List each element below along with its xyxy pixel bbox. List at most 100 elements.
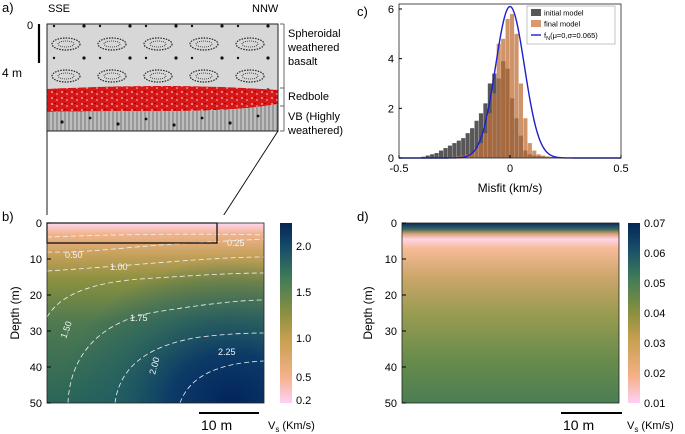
contour-label-175: 1.75 <box>130 313 148 323</box>
legend-final-model: final model <box>544 20 581 29</box>
panel-b-colorbar-label: Vs (Km/s) <box>268 420 315 434</box>
final-model-bar <box>501 38 506 158</box>
final-model-bar <box>478 143 484 158</box>
initial-model-bar <box>434 153 439 158</box>
final-model-bar <box>527 143 532 158</box>
panel-a: a) SSE NNW 0 4 m Spheroidal weathered ba… <box>2 0 343 215</box>
histogram-legend: initial model final model fN(μ=0,σ=0.065… <box>526 5 616 45</box>
contour-label-025: 0.25 <box>227 238 245 248</box>
svg-text:40: 40 <box>30 362 42 374</box>
svg-text:40: 40 <box>385 362 397 374</box>
final-model-bar <box>510 13 515 158</box>
svg-text:50: 50 <box>30 398 42 410</box>
panel-c-label: c) <box>357 4 368 19</box>
vb-dots <box>60 114 260 127</box>
depth-zero-label: 0 <box>27 20 33 32</box>
initial-model-bar <box>438 150 444 158</box>
final-model-bar <box>496 43 501 158</box>
final-model-bar <box>549 157 555 158</box>
svg-text:0.06: 0.06 <box>644 248 665 260</box>
svg-text:20: 20 <box>30 290 42 302</box>
contour-label-100: 1.00 <box>110 262 128 272</box>
vs-heatmap-deep-zone <box>47 223 264 403</box>
final-model-bar <box>532 150 537 158</box>
panel-b-colorbar <box>280 223 292 403</box>
legend-redbole: Redbole <box>288 91 329 103</box>
contour-label-200: 2.00 <box>147 356 161 376</box>
initial-model-bar <box>474 120 479 158</box>
svg-text:1.5: 1.5 <box>296 287 311 299</box>
final-model-bar <box>483 133 488 158</box>
legend-vb: VB (Highly weathered) <box>287 111 343 137</box>
y-tick-label: 6 <box>388 4 394 16</box>
final-model-bar <box>505 18 510 159</box>
initial-model-bar <box>425 155 430 158</box>
legend-swatch-initial <box>531 9 541 16</box>
contour-labels: 0.25 0.50 1.00 1.50 1.75 2.00 2.25 <box>58 238 244 376</box>
svg-text:0: 0 <box>391 218 397 230</box>
panel-a-label: a) <box>2 0 14 15</box>
panel-d-scalebar-label: 10 m <box>563 417 594 433</box>
panel-b-label: b) <box>2 209 14 224</box>
initial-model-bar <box>470 128 475 158</box>
svg-text:0.03: 0.03 <box>644 338 665 350</box>
zoom-line-right <box>223 130 279 215</box>
panel-d-yticks: 0 10 20 30 40 50 <box>385 218 406 410</box>
panel-b-yticks: 0 10 20 30 40 50 <box>30 218 51 410</box>
spheroidal-boulders <box>47 24 278 90</box>
histogram-bars <box>421 13 621 159</box>
final-model-bar <box>514 33 519 159</box>
initial-model-bar <box>430 154 435 158</box>
initial-model-bar <box>465 133 470 158</box>
highly-weathered-basalt-layer <box>47 104 278 131</box>
svg-text:0: 0 <box>36 218 42 230</box>
panel-b-scalebar-label: 10 m <box>201 417 232 433</box>
geological-section <box>46 23 279 132</box>
y-tick-label: 4 <box>388 54 394 66</box>
x-tick-label: 0.5 <box>613 163 628 175</box>
depth-scale-label: 4 m <box>2 66 22 80</box>
x-tick-label: -0.5 <box>390 163 409 175</box>
initial-model-bar <box>443 148 448 158</box>
vs-uncertainty-heatmap <box>402 223 619 403</box>
panel-d-frame <box>401 222 620 404</box>
panel-b-frame <box>46 222 265 404</box>
final-model-bar <box>487 113 492 158</box>
panel-b-colorbar-ticks: 2.0 1.5 1.0 0.5 0.2 <box>296 241 311 407</box>
initial-model-bar <box>483 103 488 158</box>
final-model-bar <box>545 156 550 158</box>
panel-d-ylabel: Depth (m) <box>361 286 375 339</box>
svg-text:0.04: 0.04 <box>644 308 665 320</box>
svg-text:0.01: 0.01 <box>644 398 665 410</box>
final-model-bar <box>474 148 479 158</box>
svg-text:0.02: 0.02 <box>644 368 665 380</box>
contour-lines <box>46 233 265 404</box>
legend-fit: fN(μ=0,σ=0.065) <box>544 31 598 42</box>
final-model-bar <box>492 93 497 158</box>
initial-model-bar <box>447 145 452 158</box>
svg-text:1.0: 1.0 <box>296 333 311 345</box>
svg-text:30: 30 <box>385 326 397 338</box>
y-tick-label: 0 <box>388 153 394 165</box>
direction-nnw: NNW <box>252 3 279 15</box>
svg-text:50: 50 <box>385 398 397 410</box>
panel-d-colorbar-ticks: 0.07 0.06 0.05 0.04 0.03 0.02 0.01 <box>644 218 665 410</box>
svg-text:30: 30 <box>30 326 42 338</box>
svg-text:0.05: 0.05 <box>644 278 665 290</box>
panel-d: d) 0 10 20 30 40 50 Depth (m) 0.07 0.06 … <box>357 209 674 434</box>
initial-model-bar <box>478 113 484 158</box>
final-model-bar <box>541 155 546 158</box>
panel-c-xlabel: Misfit (km/s) <box>478 181 543 195</box>
panel-d-colorbar-label: Vs (Km/s) <box>627 420 674 434</box>
final-model-bar <box>456 156 461 158</box>
x-tick-label: 0 <box>507 163 513 175</box>
svg-text:20: 20 <box>385 290 397 302</box>
svg-text:0.07: 0.07 <box>644 218 665 230</box>
panel-b: b) 0.25 0.50 1.00 1.50 1.75 2.00 2.25 0 … <box>2 209 315 434</box>
initial-model-bar <box>456 140 461 158</box>
panel-d-colorbar <box>628 223 640 403</box>
final-model-bar <box>518 83 524 158</box>
legend-swatch-final <box>531 20 541 27</box>
